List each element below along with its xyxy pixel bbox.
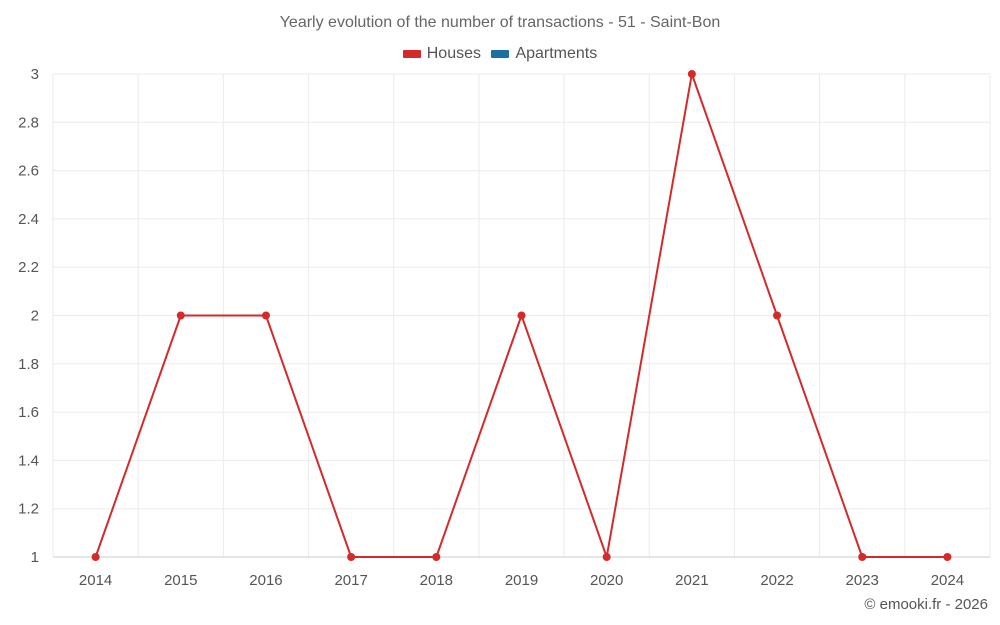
data-point	[261, 311, 270, 320]
legend-swatch-houses	[402, 50, 421, 58]
data-point	[91, 553, 100, 561]
data-point	[432, 553, 441, 561]
data-point	[858, 553, 867, 561]
credit-text: © emooki.fr - 2026	[864, 596, 988, 613]
x-tick-label: 2024	[931, 572, 964, 589]
x-tick-label: 2023	[846, 572, 879, 589]
chart-title: Yearly evolution of the number of transa…	[279, 14, 721, 31]
y-tick-label: 1.4	[18, 452, 39, 469]
tick-labels: 1 1.2 1.4 1.6 1.8 2 2.2 2.4 2.6 2.8 3 2014 2015 2016 2…	[18, 66, 964, 589]
legend-item-houses[interactable]: Houses	[402, 45, 481, 63]
x-tick-label: 2016	[249, 572, 282, 589]
y-tick-label: 1.2	[18, 501, 39, 518]
data-point	[773, 311, 782, 320]
legend: Houses Apartments	[0, 45, 1000, 63]
y-tick-label: 1.8	[18, 356, 39, 373]
x-tick-label: 2021	[675, 572, 708, 589]
y-tick-label: 1	[31, 549, 39, 566]
legend-item-apartments[interactable]: Apartments	[491, 45, 597, 63]
x-tick-label: 2019	[505, 572, 538, 589]
legend-swatch-apartments	[491, 50, 510, 58]
data-point	[176, 311, 185, 320]
y-tick-label: 2.4	[18, 211, 39, 228]
x-tick-label: 2015	[164, 572, 197, 589]
x-tick-label: 2020	[590, 572, 623, 589]
x-tick-label: 2018	[420, 572, 453, 589]
data-point	[347, 553, 356, 561]
y-tick-label: 2	[31, 308, 39, 325]
data-point	[602, 553, 611, 561]
legend-label-houses: Houses	[426, 45, 481, 62]
y-tick-label: 2.6	[18, 163, 39, 180]
y-tick-label: 1.6	[18, 404, 39, 421]
y-tick-label: 2.2	[18, 259, 39, 276]
legend-label-apartments: Apartments	[515, 45, 598, 62]
data-point	[517, 311, 526, 320]
y-tick-label: 2.8	[18, 114, 39, 131]
y-tick-label: 3	[31, 66, 39, 83]
data-point	[943, 553, 952, 561]
x-tick-label: 2014	[79, 572, 112, 589]
x-tick-label: 2017	[334, 572, 367, 589]
series-layer	[91, 70, 952, 561]
data-point	[687, 70, 696, 78]
x-tick-label: 2022	[760, 572, 793, 589]
